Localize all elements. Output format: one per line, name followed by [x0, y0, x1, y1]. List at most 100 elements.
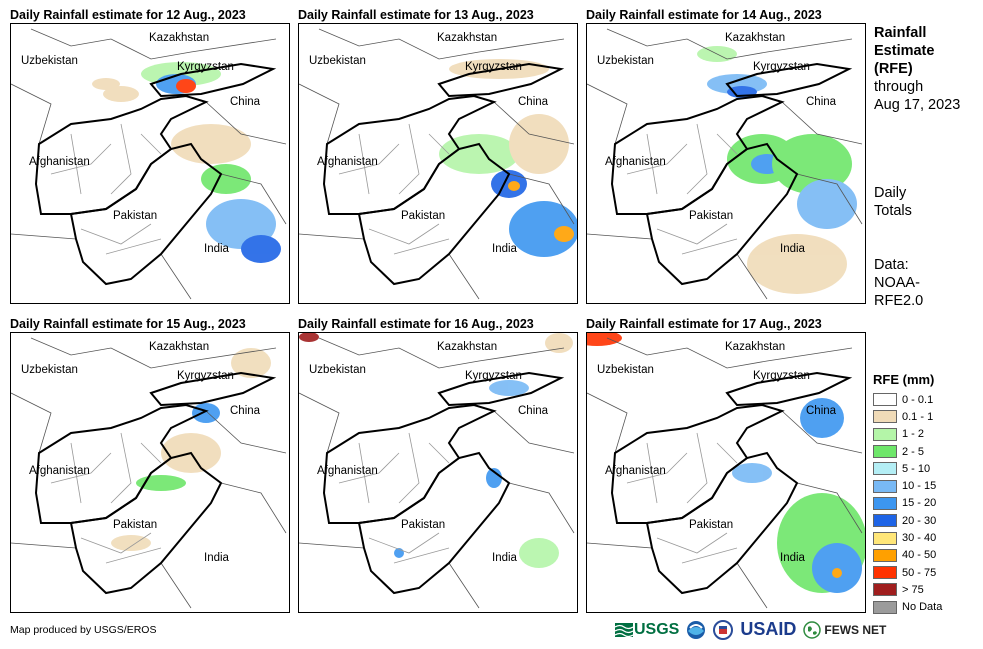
legend-label: 40 - 50 — [902, 549, 937, 562]
rainfall-area — [439, 134, 519, 174]
rainfall-area — [772, 134, 852, 194]
rainfall-area — [832, 568, 842, 578]
rainfall-area — [509, 114, 569, 174]
legend-label: 50 - 75 — [902, 566, 937, 579]
country-label-india: India — [204, 243, 229, 255]
legend-swatch — [873, 600, 897, 614]
map-canvas — [11, 28, 287, 300]
rainfall-area — [554, 226, 574, 242]
rainfall-area — [103, 86, 139, 102]
usaid-logo: USAID — [740, 619, 796, 640]
country-label-afghanistan: Afghanistan — [317, 465, 378, 477]
afghanistan-border — [34, 94, 209, 215]
rainfall-area — [519, 538, 559, 568]
afghanistan-border — [610, 94, 785, 215]
pakistan-border — [645, 451, 799, 595]
kyrgyzstan-border — [149, 62, 277, 98]
legend: RFE (mm) 0 - 0.1 0.1 - 1 1 - 2 2 - 5 5 - 10 1… — [873, 372, 942, 616]
country-label-china: China — [806, 405, 837, 417]
map-canvas — [587, 333, 865, 609]
rainfall-area — [800, 398, 844, 438]
daily-totals-note: Daily Totals — [874, 184, 912, 220]
note-line: RFE2.0 — [874, 293, 924, 309]
afghanistan-border — [322, 94, 497, 215]
province-borders — [626, 432, 738, 564]
rainfall-area — [299, 333, 319, 342]
pakistan-border — [357, 451, 511, 595]
caption-line: Rainfall — [874, 25, 927, 41]
caption-line: (RFE) — [874, 61, 913, 77]
country-label-kazakhstan: Kazakhstan — [437, 341, 498, 353]
country-label-kyrgyzstan: Kyrgyzstan — [465, 61, 522, 73]
legend-label: 30 - 40 — [902, 532, 937, 545]
province-borders — [338, 432, 450, 564]
legend-label: 15 - 20 — [902, 497, 937, 510]
legend-label: No Data — [902, 601, 943, 614]
panel-title: Daily Rainfall estimate for 17 Aug., 202… — [586, 317, 822, 331]
rainfall-area — [545, 333, 573, 353]
legend-item: 2 - 5 — [873, 443, 942, 460]
data-source-note: Data: NOAA- RFE2.0 — [874, 256, 923, 310]
pakistan-border — [69, 142, 223, 286]
country-label-india: India — [780, 243, 805, 255]
legend-item: 15 - 20 — [873, 495, 942, 512]
country-label-pakistan: Pakistan — [401, 519, 446, 531]
legend-swatch — [873, 548, 897, 562]
country-label-afghanistan: Afghanistan — [605, 156, 666, 168]
fewsnet-text: FEWS NET — [824, 622, 887, 637]
legend-label: 10 - 15 — [902, 480, 937, 493]
regional-borders — [299, 337, 575, 609]
legend-label: 2 - 5 — [902, 445, 925, 458]
country-label-india: India — [204, 552, 229, 564]
legend-swatch — [873, 445, 897, 459]
regional-borders — [587, 28, 863, 300]
usaid-text: USAID — [740, 619, 797, 639]
legend-swatch — [873, 393, 897, 407]
noaa-logo — [687, 620, 706, 639]
country-label-india: India — [492, 552, 517, 564]
legend-swatch — [873, 462, 897, 476]
legend-swatch — [873, 583, 897, 597]
pakistan-border — [69, 451, 223, 595]
usgs-logo: USGS — [615, 621, 679, 639]
usgs-text: USGS — [634, 620, 680, 638]
legend-item: 5 - 10 — [873, 460, 942, 477]
panel-title: Daily Rainfall estimate for 12 Aug., 202… — [10, 8, 246, 22]
rainfall-area — [136, 475, 186, 491]
legend-title: RFE (mm) — [873, 372, 935, 387]
country-label-kyrgyzstan: Kyrgyzstan — [177, 61, 234, 73]
panel-title: Daily Rainfall estimate for 14 Aug., 202… — [586, 8, 822, 22]
map-canvas — [11, 337, 287, 609]
caption-line: Estimate — [874, 43, 935, 59]
country-label-pakistan: Pakistan — [689, 210, 734, 222]
country-label-uzbekistan: Uzbekistan — [597, 55, 654, 67]
rainfall-area — [747, 234, 847, 294]
country-label-kazakhstan: Kazakhstan — [149, 341, 210, 353]
country-label-kyrgyzstan: Kyrgyzstan — [753, 370, 810, 382]
country-label-kazakhstan: Kazakhstan — [725, 32, 786, 44]
province-borders — [626, 123, 738, 255]
afghanistan-border — [34, 403, 209, 524]
rainfall-map-panel: Kazakhstan Uzbekistan Kyrgyzstan China Afgha… — [298, 332, 578, 613]
rainfall-area — [176, 79, 196, 93]
fewsnet-logo: FEWS NET — [803, 620, 887, 639]
regional-borders — [587, 337, 863, 609]
rainfall-area — [508, 181, 520, 191]
country-label-afghanistan: Afghanistan — [29, 156, 90, 168]
rainfall-area — [587, 333, 622, 346]
legend-label: > 75 — [902, 583, 924, 596]
rainfall-area — [509, 201, 577, 257]
afghanistan-border — [610, 403, 785, 524]
rainfall-area — [797, 179, 857, 229]
rainfall-map-panel: Kazakhstan Uzbekistan Kyrgyzstan China Afgha… — [10, 332, 290, 613]
legend-swatch — [873, 427, 897, 441]
country-label-kazakhstan: Kazakhstan — [725, 341, 786, 353]
province-borders — [50, 432, 162, 564]
legend-item: 30 - 40 — [873, 529, 942, 546]
panel-title: Daily Rainfall estimate for 15 Aug., 202… — [10, 317, 246, 331]
country-label-china: China — [806, 96, 837, 108]
panel-title: Daily Rainfall estimate for 13 Aug., 202… — [298, 8, 534, 22]
note-line: NOAA- — [874, 275, 920, 291]
country-label-pakistan: Pakistan — [689, 519, 734, 531]
